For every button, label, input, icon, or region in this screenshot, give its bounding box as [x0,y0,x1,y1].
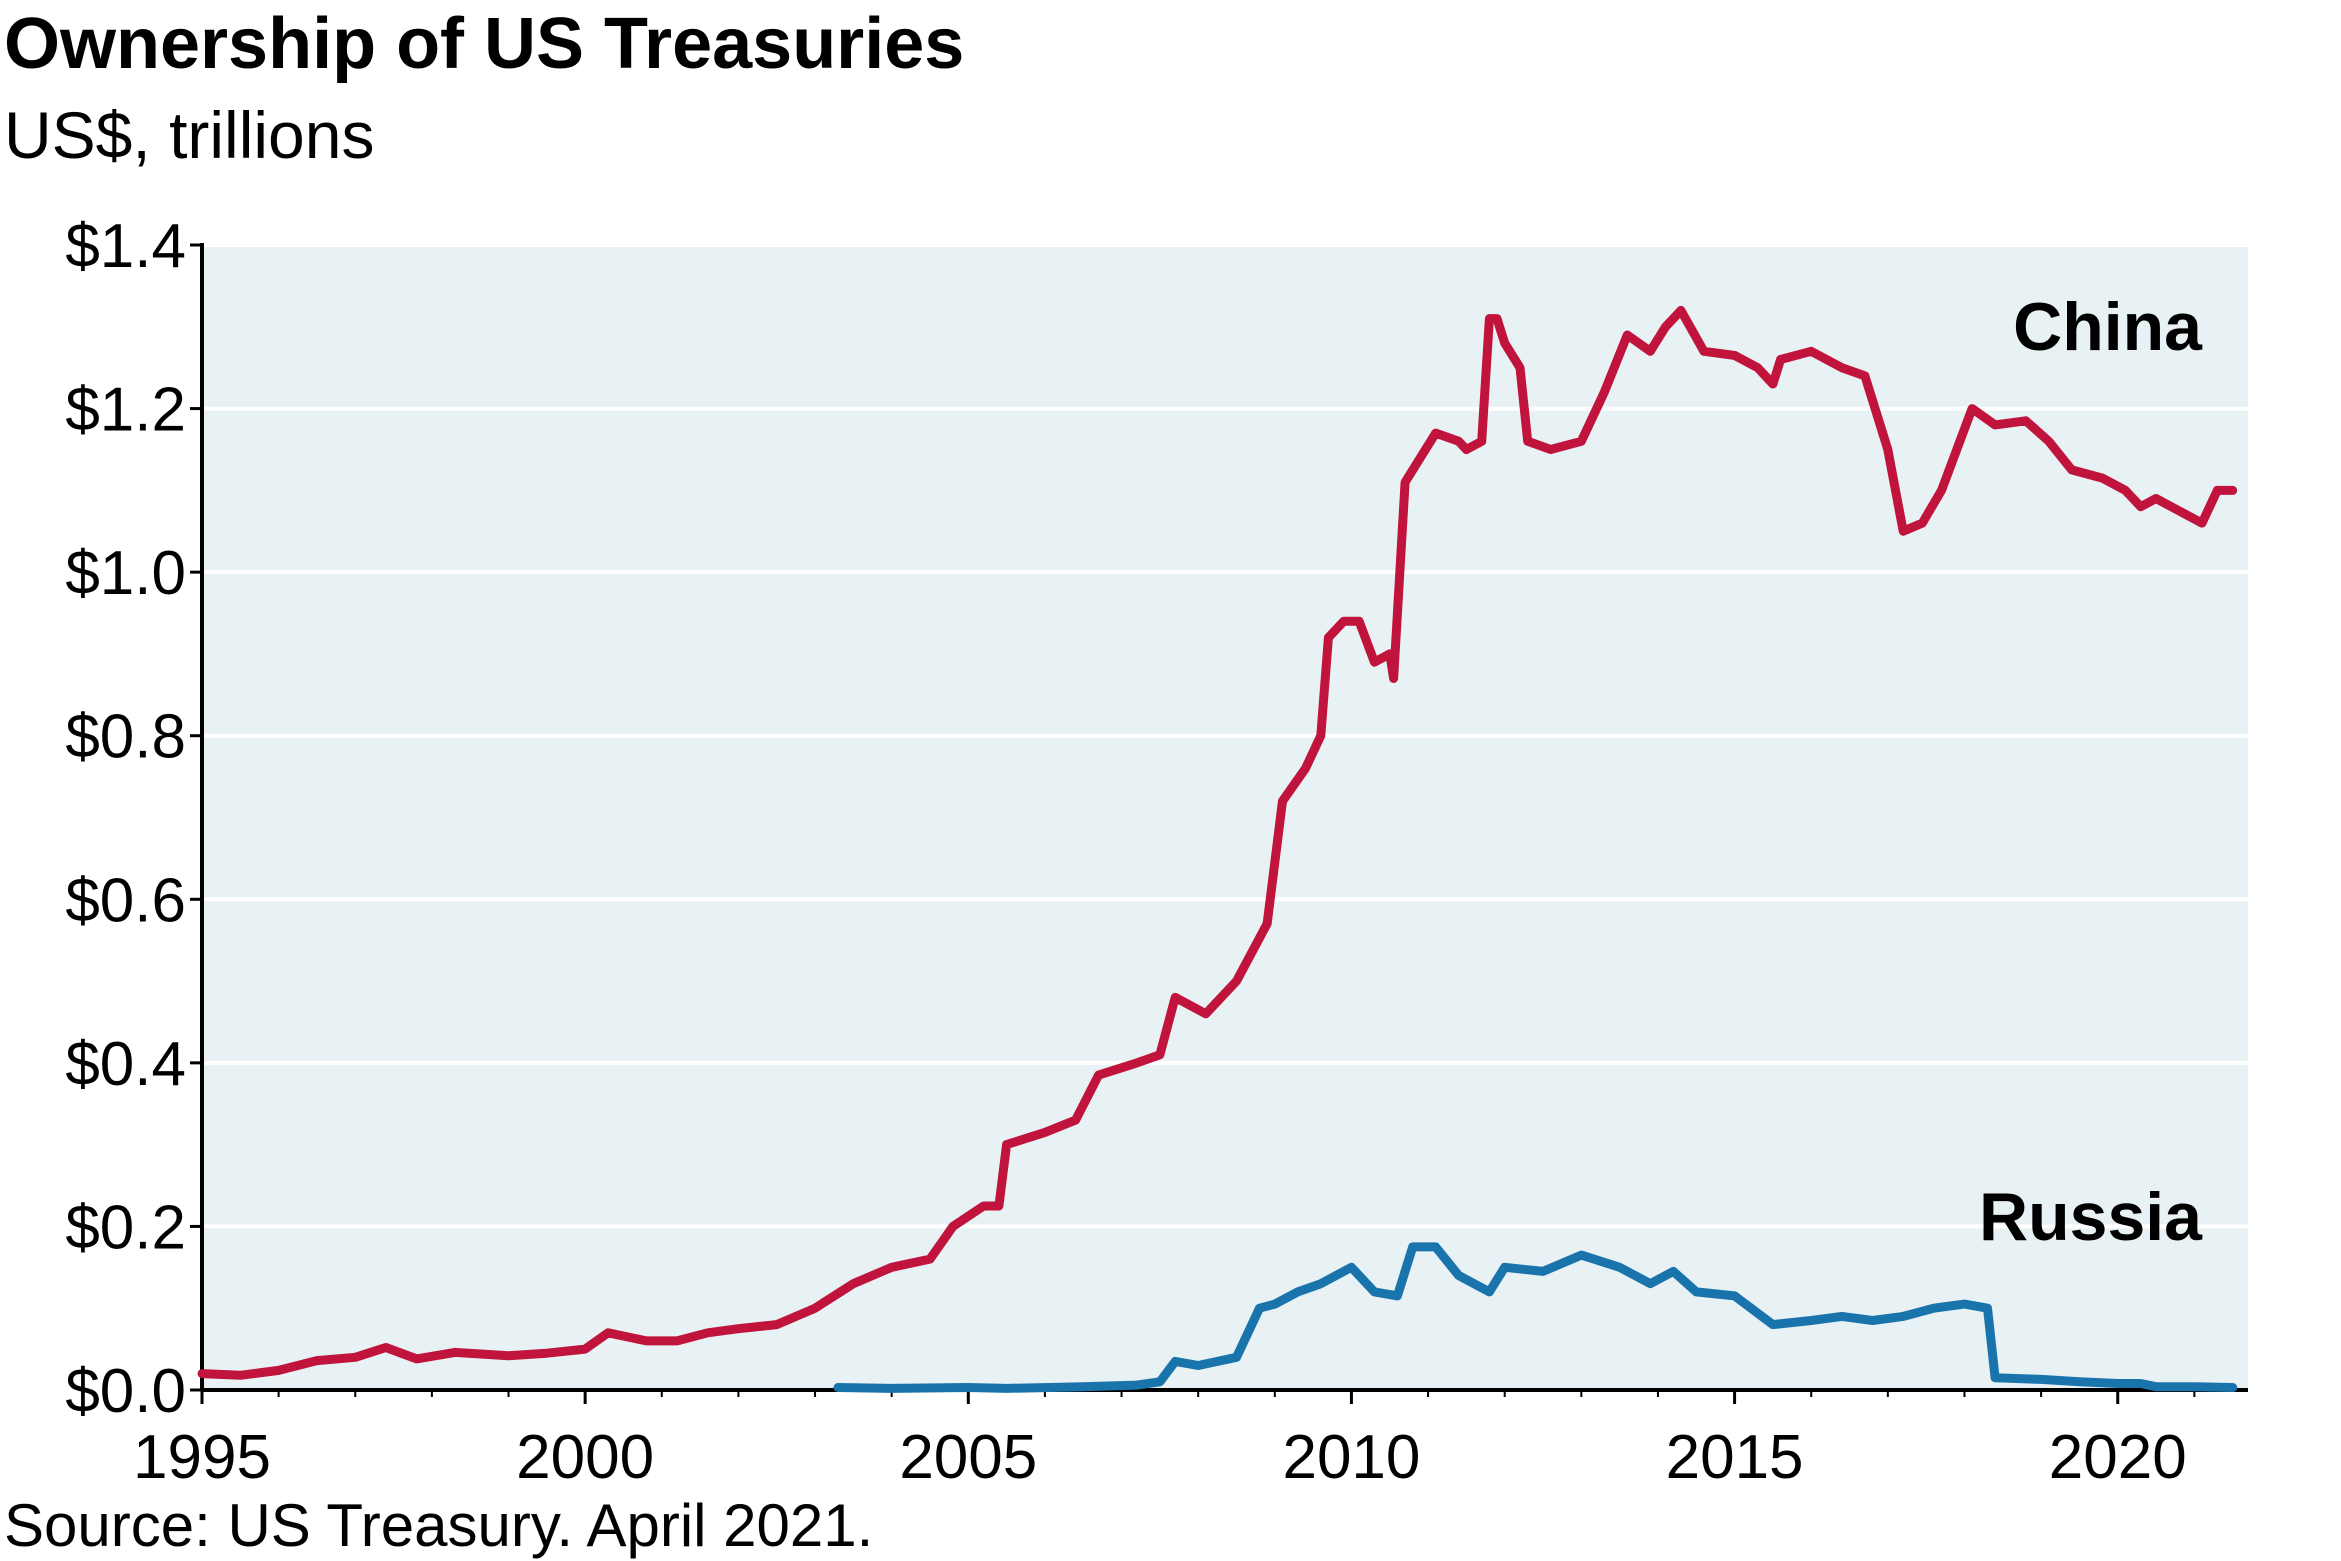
y-tick-label-6: $1.2 [65,376,186,445]
y-tick-label-1: $0.2 [65,1193,186,1262]
y-tick-label-5: $1.0 [65,539,186,608]
y-tick-label-7: $1.4 [65,212,186,281]
series-line-russia [833,1242,2238,1393]
x-tick-label-1: 2000 [516,1423,654,1492]
x-tick-label-2: 2005 [899,1423,1037,1492]
x-tick-label-3: 2010 [1282,1423,1420,1492]
x-tick-label-4: 2015 [1666,1423,1804,1492]
gridlines [202,243,2248,1229]
axes: $0.0 $0.2 $0.4 $0.6 $0.8 $1.0 $1.2 $1.4 1995 2000… [65,212,2248,1492]
x-tick-label-5: 2020 [2049,1423,2187,1492]
series-lines [197,305,2238,1393]
x-tick-label-0: 1995 [133,1423,271,1492]
y-tick-label-3: $0.6 [65,866,186,935]
y-tick-label-4: $0.8 [65,703,186,772]
y-tick-label-0: $0.0 [65,1357,186,1426]
y-tick-label-2: $0.4 [65,1030,186,1099]
chart-subtitle: US$, trillions [4,98,375,172]
series-label-china: China [2013,289,2203,365]
series-line-china [197,305,2238,1380]
chart-title: Ownership of US Treasuries [4,4,965,84]
plot-area [202,245,2248,1390]
series-labels: China Russia [1979,289,2203,1255]
source-note: Source: US Treasury. April 2021. [4,1492,874,1559]
series-label-russia: Russia [1979,1179,2203,1255]
